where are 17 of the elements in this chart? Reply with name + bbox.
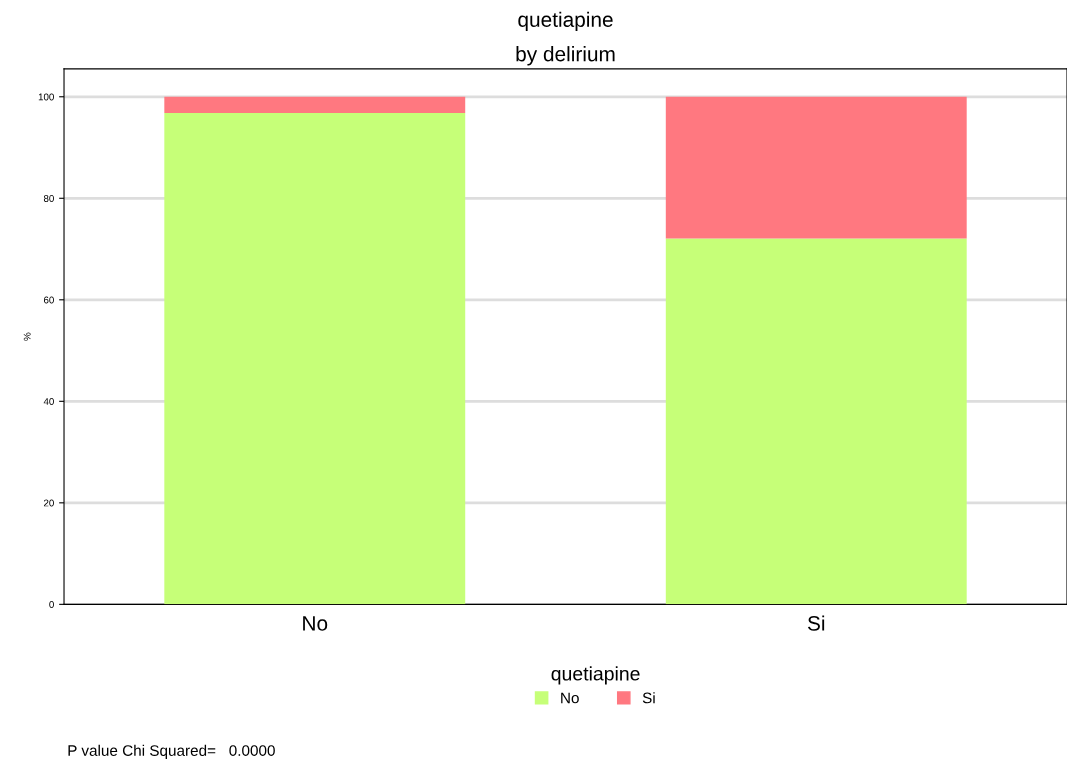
chart-title: quetiapine: [518, 11, 613, 32]
legend-title: quetiapine: [551, 666, 640, 685]
legend-label: No: [561, 692, 579, 704]
y-tick-label: 20: [43, 499, 54, 507]
y-tick-label: 40: [43, 398, 54, 405]
y-axis-title: %: [23, 332, 31, 341]
chart-subtitle: by delirium: [516, 46, 615, 66]
legend-label: Si: [642, 692, 655, 704]
bar: [665, 96, 967, 239]
y-tick-label: 60: [43, 296, 54, 304]
y-tick-label: 0: [49, 601, 54, 608]
bar: [164, 96, 466, 114]
bar: [164, 113, 466, 605]
text: P value Chi Squared= 0.0000: [68, 744, 275, 759]
bar: [665, 238, 967, 605]
y-tick-label: 80: [43, 195, 54, 202]
y-tick-label: 100: [38, 93, 54, 101]
